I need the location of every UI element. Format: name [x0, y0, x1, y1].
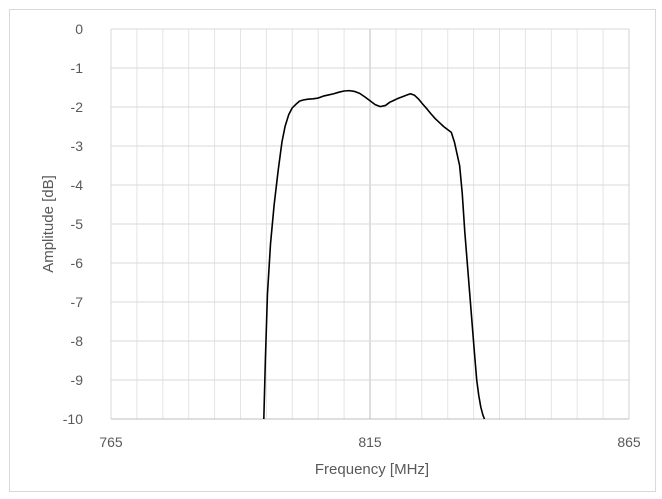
x-tick-label: 865	[617, 434, 641, 450]
grid	[110, 28, 630, 420]
y-tick-label: -10	[63, 411, 83, 427]
chart-frame	[9, 9, 656, 492]
y-tick-label: 0	[75, 21, 83, 37]
x-axis-title: Frequency [MHz]	[315, 461, 429, 478]
y-tick-label: -3	[71, 138, 84, 154]
y-tick-label: -4	[71, 177, 84, 193]
y-tick-label: -2	[71, 99, 84, 115]
y-tick-label: -8	[71, 333, 84, 349]
y-tick-label: -6	[71, 255, 84, 271]
x-tick-labels: 765 815 865	[99, 434, 641, 450]
plot-area	[263, 89, 486, 420]
y-tick-label: -1	[71, 60, 84, 76]
y-tick-label: -9	[71, 372, 84, 388]
y-tick-labels: 0 -1 -2 -3 -4 -5 -6 -7 -8 -9 -10	[63, 21, 83, 427]
x-tick-label: 815	[358, 434, 382, 450]
series-line	[263, 89, 486, 420]
y-axis-title: Amplitude [dB]	[40, 175, 57, 273]
y-tick-label: -7	[71, 294, 84, 310]
y-tick-label: -5	[71, 216, 84, 232]
x-tick-label: 765	[99, 434, 123, 450]
